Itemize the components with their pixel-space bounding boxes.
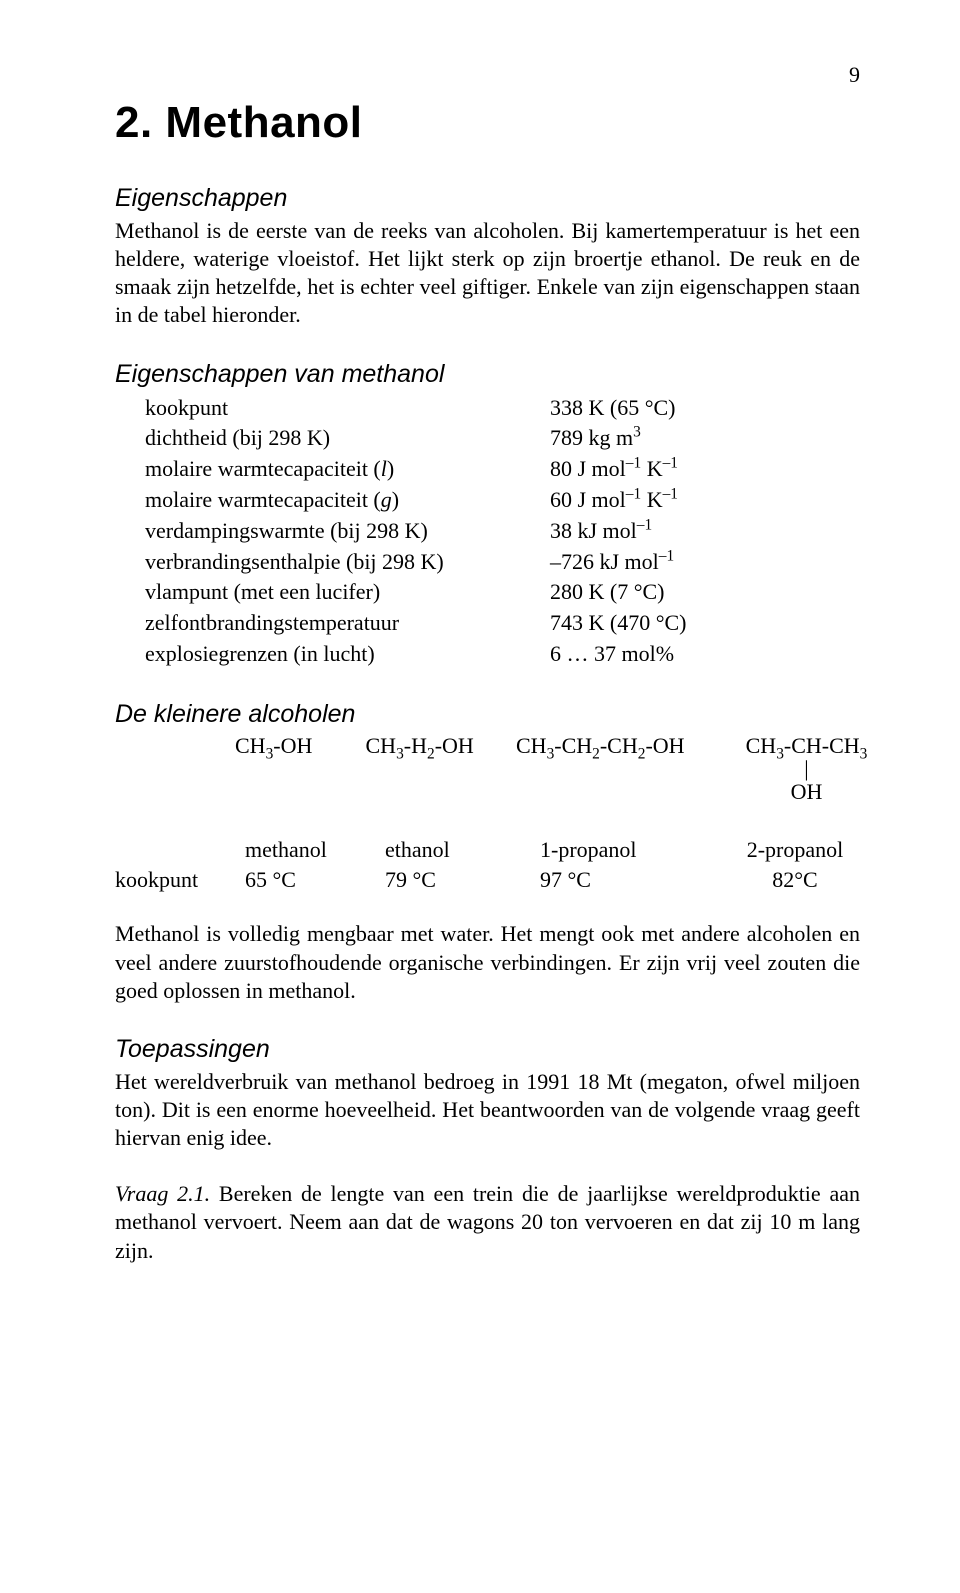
property-value: 338 K (65 °C): [550, 393, 860, 424]
property-row: molaire warmtecapaciteit (l)80 J mol–1 K…: [115, 454, 860, 485]
formula-2propanol: CH3-CH-CH3 | OH: [732, 733, 882, 805]
cell: [115, 835, 245, 865]
property-label: explosiegrenzen (in lucht): [145, 639, 550, 670]
formula-2propanol-top: CH3-CH-CH3: [746, 733, 868, 758]
cell: ethanol: [385, 835, 540, 865]
cell: 65 °C: [245, 865, 385, 895]
formula-2propanol-oh: OH: [732, 779, 882, 805]
para-toepassingen: Het wereldverbruik van methanol bedroeg …: [115, 1068, 860, 1152]
property-value: 743 K (470 °C): [550, 608, 860, 639]
property-row: dichtheid (bij 298 K)789 kg m3: [115, 423, 860, 454]
heading-kleinere: De kleinere alcoholen: [115, 700, 860, 729]
formula-methanol: CH3-OH: [235, 733, 360, 759]
table-row: kookpunt 65 °C 79 °C 97 °C 82°C: [115, 865, 860, 895]
property-row: verbrandingsenthalpie (bij 298 K)–726 kJ…: [115, 547, 860, 578]
cell: methanol: [245, 835, 385, 865]
property-value: 38 kJ mol–1: [550, 516, 860, 547]
property-row: molaire warmtecapaciteit (g)60 J mol–1 K…: [115, 485, 860, 516]
property-row: verdampingswarmte (bij 298 K)38 kJ mol–1: [115, 516, 860, 547]
formula-ethanol: CH3-H2-OH: [366, 733, 511, 759]
page-title: 2. Methanol: [115, 98, 860, 148]
para-eigenschappen: Methanol is de eerste van de reeks van a…: [115, 217, 860, 330]
property-row: zelfontbrandingstemperatuur743 K (470 °C…: [115, 608, 860, 639]
heading-toepassingen: Toepassingen: [115, 1035, 860, 1064]
formula-row: CH3-OH CH3-H2-OH CH3-CH2-CH2-OH CH3-CH-C…: [115, 733, 860, 805]
vraag-text: Bereken de lengte van een trein die de j…: [115, 1181, 860, 1262]
page-number: 9: [115, 62, 860, 88]
property-label: molaire warmtecapaciteit (l): [145, 454, 550, 485]
property-value: 6 … 37 mol%: [550, 639, 860, 670]
properties-table: kookpunt338 K (65 °C)dichtheid (bij 298 …: [115, 393, 860, 670]
property-label: molaire warmtecapaciteit (g): [145, 485, 550, 516]
property-value: 60 J mol–1 K–1: [550, 485, 860, 516]
cell: 2-propanol: [730, 835, 860, 865]
property-label: verbrandingsenthalpie (bij 298 K): [145, 547, 550, 578]
heading-props: Eigenschappen van methanol: [115, 360, 860, 389]
cell: 1-propanol: [540, 835, 730, 865]
property-label: kookpunt: [145, 393, 550, 424]
alcohol-table: methanol ethanol 1-propanol 2-propanol k…: [115, 835, 860, 894]
property-row: explosiegrenzen (in lucht)6 … 37 mol%: [115, 639, 860, 670]
table-row: methanol ethanol 1-propanol 2-propanol: [115, 835, 860, 865]
heading-eigenschappen: Eigenschappen: [115, 184, 860, 213]
cell: 97 °C: [540, 865, 730, 895]
para-kleinere: Methanol is volledig mengbaar met water.…: [115, 920, 860, 1004]
property-value: 280 K (7 °C): [550, 577, 860, 608]
property-row: vlampunt (met een lucifer)280 K (7 °C): [115, 577, 860, 608]
property-value: 789 kg m3: [550, 423, 860, 454]
property-label: dichtheid (bij 298 K): [145, 423, 550, 454]
property-value: –726 kJ mol–1: [550, 547, 860, 578]
cell: 82°C: [730, 865, 860, 895]
vraag-label: Vraag 2.1.: [115, 1181, 210, 1206]
property-value: 80 J mol–1 K–1: [550, 454, 860, 485]
property-label: vlampunt (met een lucifer): [145, 577, 550, 608]
cell: 79 °C: [385, 865, 540, 895]
vraag-2-1: Vraag 2.1. Bereken de lengte van een tre…: [115, 1180, 860, 1264]
property-row: kookpunt338 K (65 °C): [115, 393, 860, 424]
formula-1propanol: CH3-CH2-CH2-OH: [516, 733, 726, 759]
cell: kookpunt: [115, 865, 245, 895]
property-label: verdampingswarmte (bij 298 K): [145, 516, 550, 547]
property-label: zelfontbrandingstemperatuur: [145, 608, 550, 639]
